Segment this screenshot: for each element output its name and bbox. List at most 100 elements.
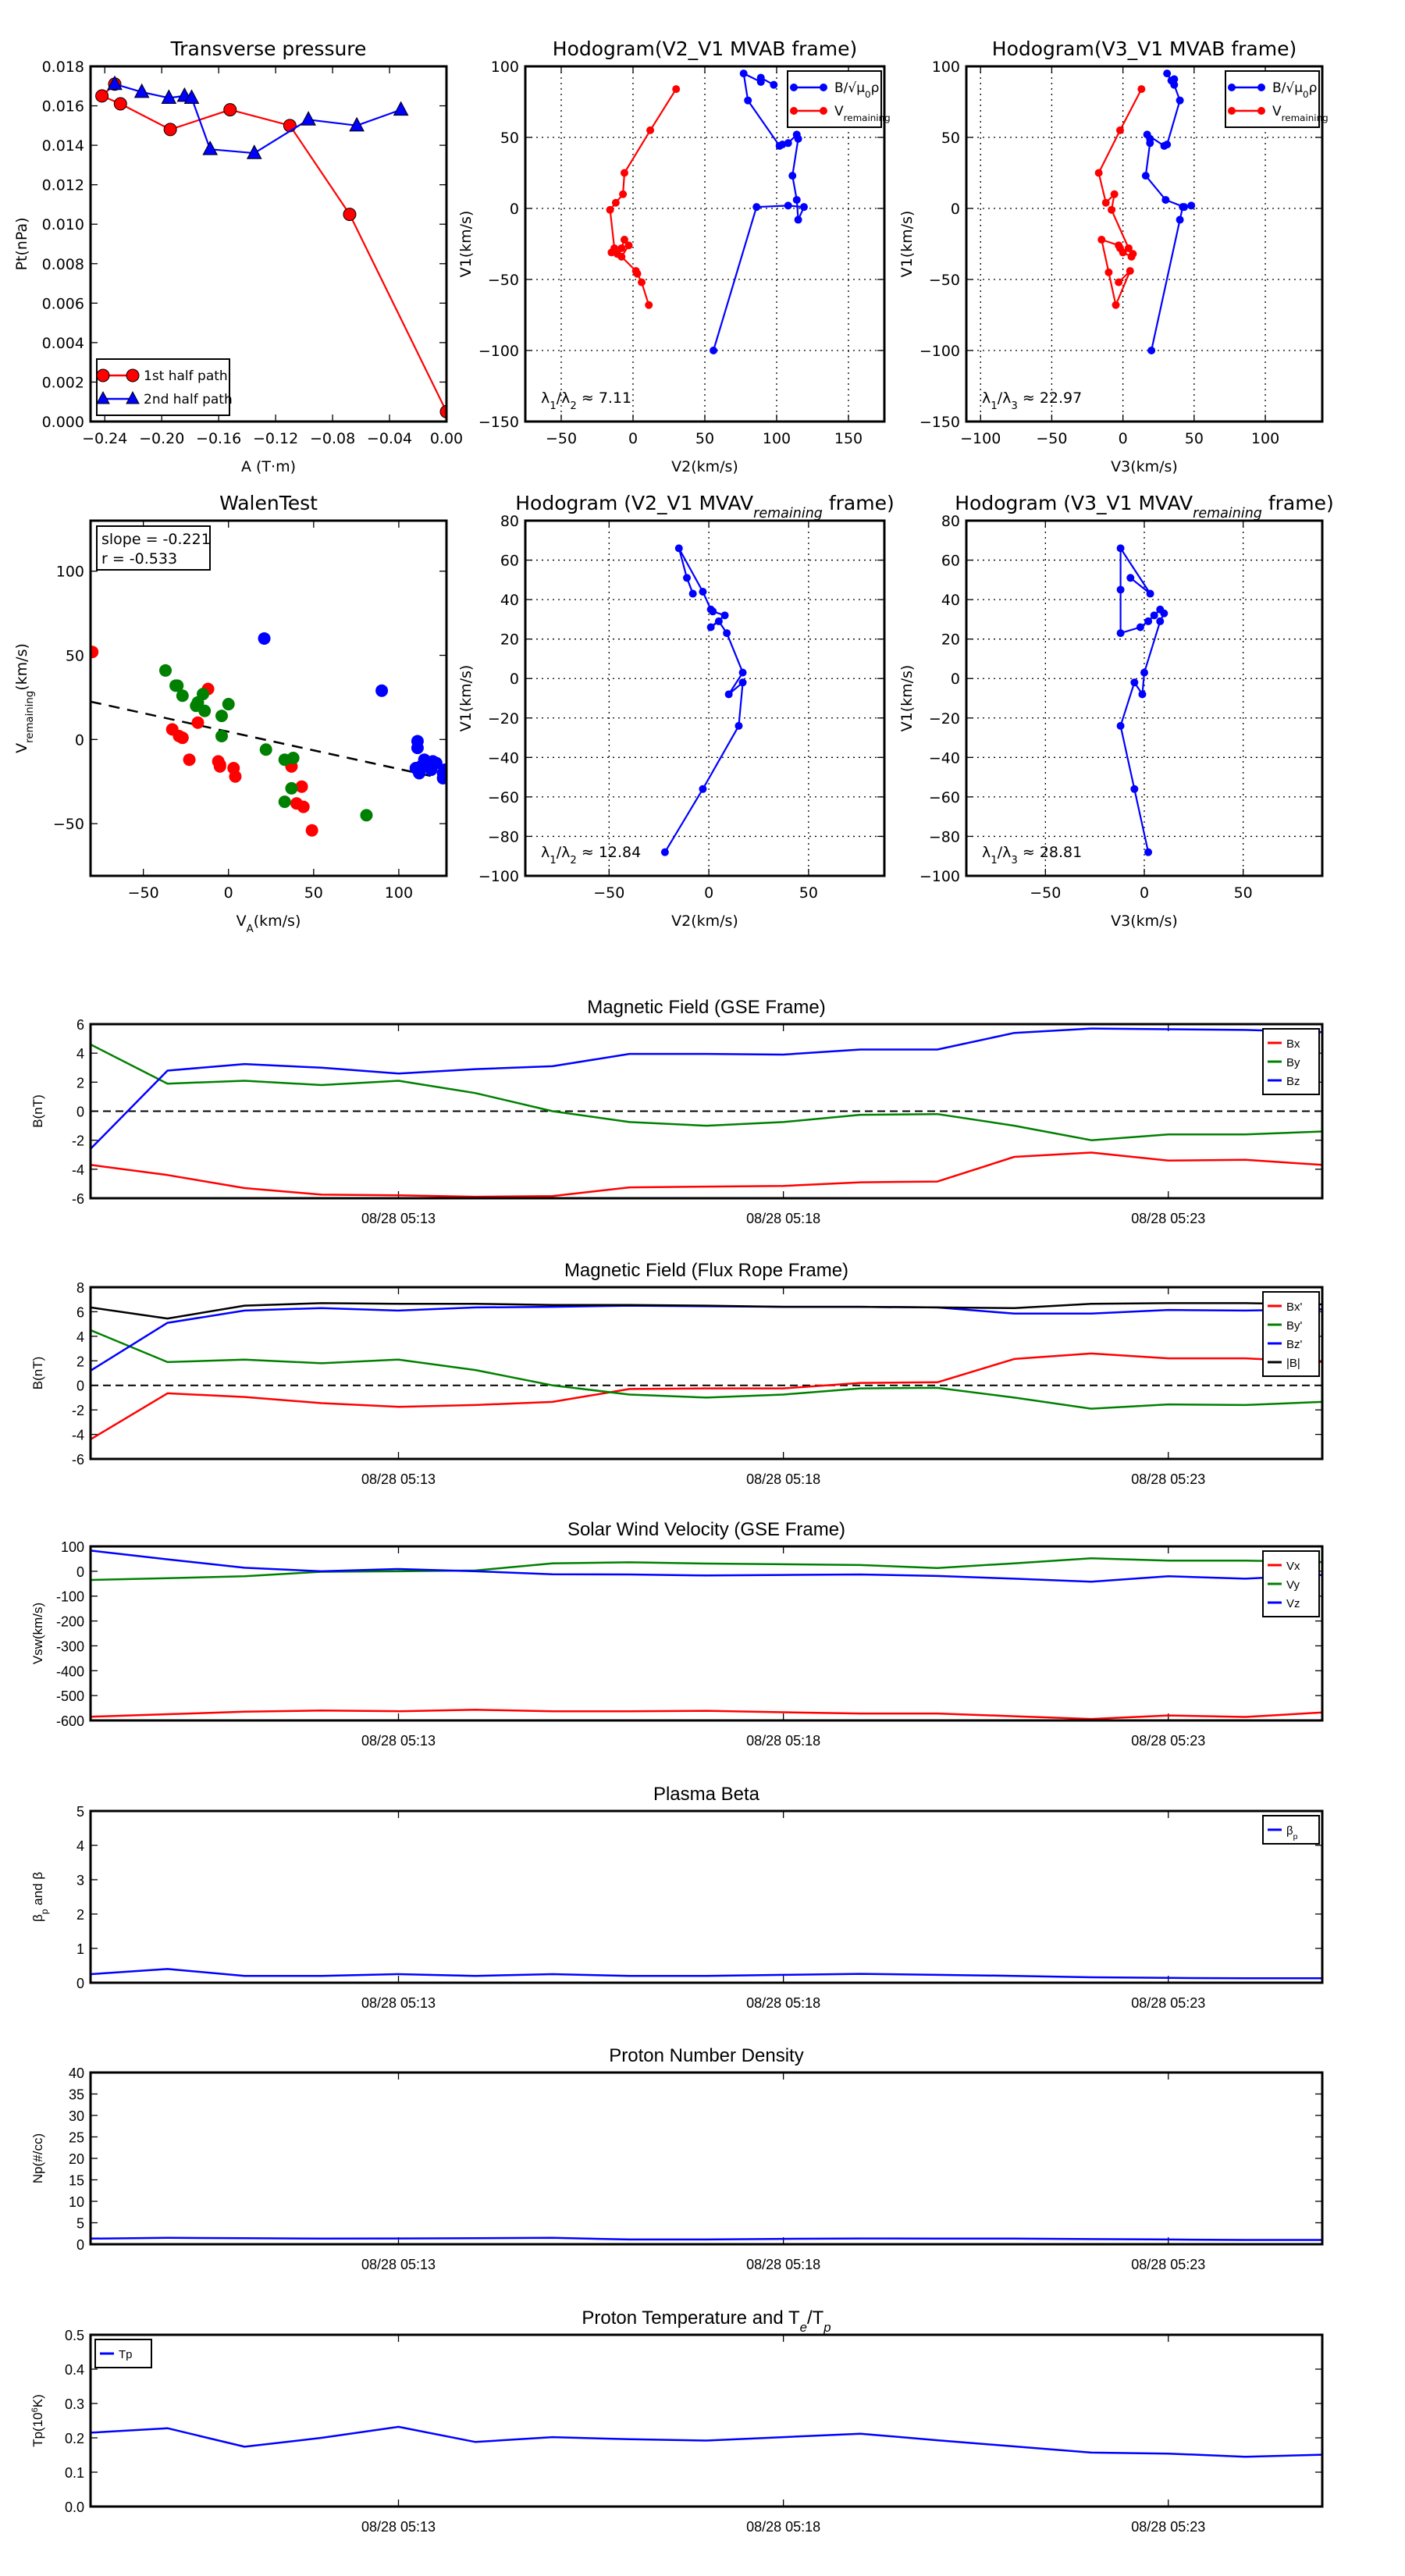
data-point [305, 824, 318, 837]
data-point-circle [223, 103, 237, 117]
series-line [114, 83, 401, 155]
y-axis-label: Vsw(km/s) [30, 1603, 45, 1664]
transverse-pressure-chart: −0.24 −0.20 −0.16 −0.12 −0.08 −0.04 0.00 0.000 0… [13, 37, 463, 475]
axes-frame [89, 65, 448, 423]
y-tick-label: 0.0 [65, 2500, 84, 2515]
data-point [752, 203, 761, 212]
y-tick-label: 2 [76, 1907, 84, 1923]
plot-area [525, 521, 884, 876]
hodogram-v2-v1-mvab-chart: −50 0 50 100 150 −150 −100 −50 0 50 100 Hodogram(V2… [457, 37, 891, 475]
series-line [91, 1151, 1322, 1198]
y-tick-label: 50 [66, 648, 84, 665]
data-point [775, 141, 784, 150]
data-point [1127, 252, 1136, 261]
x-tick-label: 0.00 [430, 430, 463, 447]
legend-box [787, 70, 882, 128]
y-tick-label: 0.2 [65, 2431, 84, 2446]
plot-area [91, 521, 446, 876]
y-tick-label: -2 [72, 1133, 84, 1149]
legend-marker [1228, 84, 1236, 91]
data-point [683, 574, 691, 582]
chart-title: Hodogram(V3_V1 MVAB frame) [992, 37, 1297, 60]
chart-title: Proton Number Density [609, 2045, 803, 2066]
data-point [788, 172, 797, 180]
data-point [660, 848, 669, 856]
x-tick-label: 08/28 05:13 [361, 1995, 436, 2011]
text-part: λ [541, 844, 550, 861]
series-line [91, 1968, 1322, 1980]
data-point [1126, 267, 1134, 276]
x-tick-label: 50 [695, 430, 714, 447]
x-tick-label: 08/28 05:18 [746, 2519, 820, 2535]
data-point [1140, 668, 1148, 677]
legend-label: Bx [1286, 1037, 1300, 1051]
y-axis-label: Tp(106K) [30, 2394, 45, 2447]
y-tick-label: −100 [478, 868, 519, 885]
y-tick-label: 0.014 [42, 137, 84, 155]
data-point [620, 236, 628, 244]
y-tick-label: 5 [76, 2216, 84, 2232]
hodogram-v3-v1-mvav-chart: −50 0 50 −100 −80 −60 −40 −20 0 20 40 60 80Hodogram … [898, 492, 1334, 930]
hodogram-v3-v1-mvab-chart: −100 −50 0 50 100−150−100−50050100Hodogram(V… [898, 37, 1329, 475]
data-point [688, 589, 697, 598]
x-tick-label: 08/28 05:13 [361, 1733, 436, 1749]
text-part: 1 [550, 400, 556, 412]
solar-wind-velocity-chart: 08/28 05:13 08/28 05:18 08/28 05:23 -600 -50… [30, 1519, 1324, 1749]
chart-title: Solar Wind Velocity (GSE Frame) [567, 1519, 845, 1540]
x-tick-label: 08/28 05:18 [746, 1995, 820, 2011]
x-tick-label: 0 [224, 884, 233, 902]
series-line [91, 1043, 1322, 1141]
y-tick-label: -6 [72, 1191, 84, 1207]
text-part: 0 [865, 89, 871, 100]
data-point [619, 190, 628, 198]
legend: B/√μ0ρ Vremaining [1225, 70, 1329, 128]
y-tick-label: 0 [76, 1379, 84, 1394]
data-point [295, 780, 308, 793]
x-tick-label: 08/28 05:23 [1131, 1995, 1205, 2011]
data-point [1141, 172, 1150, 180]
legend: Bx' By' Bz' |B| [1262, 1291, 1320, 1377]
y-tick-label: 0.016 [42, 98, 84, 116]
data-point [159, 664, 172, 677]
text-part: λ [541, 390, 550, 407]
text-part: and β [30, 1872, 45, 1909]
text-part: Tp(10 [30, 2412, 45, 2446]
text-part: remaining [1193, 506, 1262, 521]
data-point [699, 785, 707, 793]
y-tick-label: 20 [69, 2151, 84, 2167]
y-tick-label: -4 [72, 1162, 84, 1178]
y-tick-label: 20 [941, 632, 960, 649]
axes-frame [965, 519, 1324, 877]
data-point [1167, 76, 1176, 85]
proton-temperature-chart: 08/28 05:13 08/28 05:18 08/28 05:23 0.0 0.1 0… [30, 2307, 1324, 2535]
text-part: λ [982, 390, 991, 407]
y-tick-label: -500 [56, 1688, 84, 1704]
plot-marks [95, 75, 446, 418]
plot-marks [91, 2236, 1322, 2241]
axes-frame [524, 519, 886, 877]
axes-frame [89, 2071, 1324, 2246]
data-point-triangle [107, 75, 123, 91]
data-point [739, 69, 748, 78]
x-tick-label: −50 [128, 884, 159, 902]
data-point [1094, 169, 1103, 177]
data-point [1144, 617, 1153, 625]
data-point [1161, 196, 1170, 205]
data-point [645, 301, 653, 309]
data-point [638, 278, 646, 286]
data-point [744, 96, 752, 105]
y-tick-label: −150 [478, 414, 519, 431]
data-point [213, 760, 226, 773]
data-point [360, 809, 373, 822]
y-tick-label: 4 [76, 1838, 84, 1854]
data-point [699, 588, 707, 596]
legend-label: βp [1286, 1824, 1298, 1841]
plot-area [91, 1546, 1322, 1720]
data-point [91, 646, 99, 659]
y-tick-label: 50 [941, 130, 960, 147]
y-tick-label: 3 [76, 1873, 84, 1888]
data-point [756, 73, 765, 82]
hodogram-v2-v1-mvav-chart: −50 0 50 −100 −80 −60 −40 −20 0 20 40 60 80Hodogram … [457, 492, 895, 930]
data-point-triangle [393, 101, 409, 116]
text-part: p [1293, 1832, 1298, 1841]
